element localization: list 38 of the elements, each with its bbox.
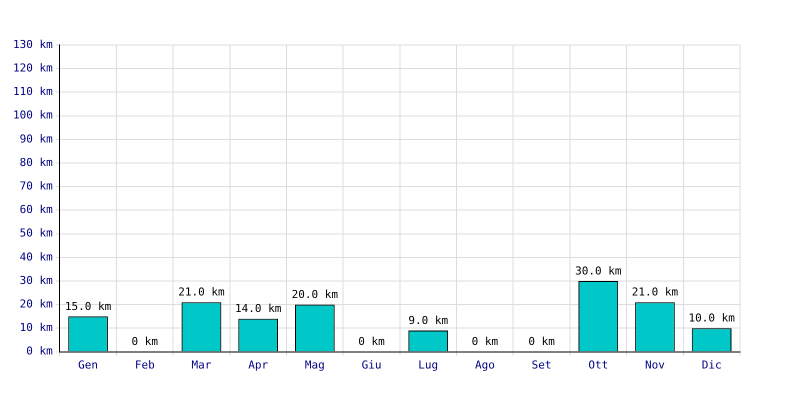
y-tick-label: 50 km [20,226,54,240]
data-label: 15.0 km [64,300,112,313]
data-label: 9.0 km [408,314,448,327]
x-tick-label: Nov [645,358,666,372]
data-label: 20.0 km [292,288,338,301]
data-label: 21.0 km [178,286,226,299]
data-label: 0 km [358,335,386,348]
x-tick-label: Gen [78,358,98,372]
x-tick-label: Lug [418,358,438,372]
x-tick-label: Mag [304,358,325,372]
x-tick-label: Apr [248,358,268,372]
y-tick-label: 70 km [20,179,54,192]
y-tick-label: 120 km [12,61,54,74]
y-tick-label: 10 km [20,321,54,334]
data-label: 0 km [132,335,158,348]
x-tick-label: Giu [362,358,382,372]
y-tick-label: 90 km [20,132,54,146]
x-tick-label: Set [532,358,552,372]
y-tick-label: 30 km [20,274,54,287]
data-label: 14.0 km [234,302,282,316]
data-label: 0 km [472,335,499,348]
y-tick-label: 60 km [20,203,54,216]
data-label: 10.0 km [688,312,736,325]
x-tick-label: Mar [192,358,212,372]
y-tick-label: 40 km [20,250,54,264]
y-tick-label: 110 km [12,85,54,98]
x-tick-label: Ago [474,358,495,372]
y-tick-label: 20 km [20,297,54,310]
data-label: 21.0 km [632,286,679,299]
x-tick-label: Feb [134,358,155,372]
data-label: 30.0 km [575,264,622,278]
x-tick-label: Dic [702,358,722,372]
y-tick-label: 130 km [12,38,54,51]
data-label: 0 km [528,335,556,348]
y-tick-label: 80 km [20,156,54,169]
y-tick-label: 100 km [12,108,54,122]
x-tick-label: Ott [588,358,608,372]
y-tick-label: 0 km [26,344,54,358]
